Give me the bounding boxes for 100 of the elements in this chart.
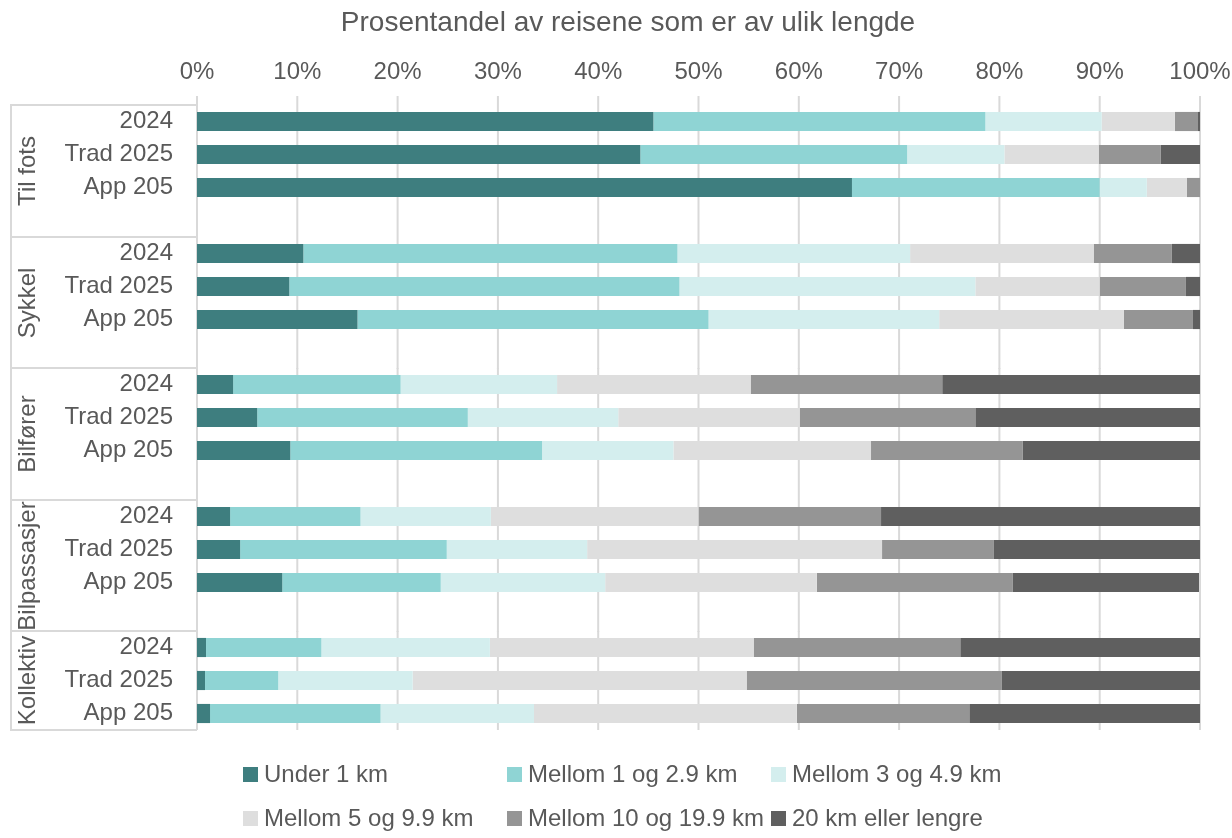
y-axis-title: Bilfører	[12, 395, 40, 473]
bar	[357, 309, 709, 330]
legend-label: Mellom 1 og 2.9 km	[528, 760, 738, 788]
x-tick-label: 90%	[1075, 57, 1124, 85]
bar	[197, 539, 241, 560]
bar	[233, 374, 401, 395]
bar	[1123, 309, 1193, 330]
bar	[278, 670, 413, 691]
bar	[1186, 177, 1200, 198]
y-tick-label: 2024	[119, 238, 173, 266]
legend-label: Mellom 5 og 9.9 km	[264, 804, 474, 832]
y-axis-title: Bilpassasjer	[12, 501, 40, 631]
bar	[206, 637, 322, 658]
bar	[1146, 177, 1187, 198]
bar	[1001, 670, 1200, 691]
y-tick-label: App 205	[83, 172, 173, 200]
bar	[871, 440, 1023, 461]
x-tick-label: 70%	[875, 57, 924, 85]
x-tick-label: 20%	[373, 57, 422, 85]
bar	[851, 177, 1100, 198]
bar	[197, 276, 290, 297]
bar	[677, 243, 911, 264]
bar	[640, 144, 908, 165]
bar	[282, 572, 441, 593]
bar	[1185, 276, 1200, 297]
legend-label: Mellom 10 og 19.9 km	[528, 804, 765, 832]
y-tick-label: Trad 2025	[64, 534, 173, 562]
bar	[446, 539, 588, 560]
bar	[197, 440, 291, 461]
bar	[289, 276, 680, 297]
chart-title: Prosentandel av reisene som er av ulik lengde	[340, 5, 916, 37]
bar	[360, 506, 491, 527]
x-tick-label: 60%	[774, 57, 823, 85]
x-tick-label: 10%	[273, 57, 322, 85]
y-axis-title: Til fots	[12, 136, 40, 206]
bar	[197, 243, 304, 264]
bar	[197, 309, 358, 330]
bar	[960, 637, 1200, 658]
bar	[1160, 144, 1200, 165]
bar	[799, 407, 976, 428]
y-tick-label: App 205	[83, 567, 173, 595]
y-tick-label: Trad 2025	[64, 665, 173, 693]
bar	[290, 440, 543, 461]
y-axis-title: Sykkel	[12, 267, 40, 339]
bar	[1099, 276, 1186, 297]
bar	[1004, 144, 1099, 165]
y-tick-label: Trad 2025	[64, 271, 173, 299]
bar	[942, 374, 1200, 395]
legend-label: Under 1 km	[264, 760, 389, 788]
bar	[1012, 572, 1199, 593]
legend-label: 20 km eller lengre	[792, 804, 983, 832]
y-tick-label: Trad 2025	[64, 402, 173, 430]
bar	[210, 703, 381, 724]
y-tick-label: 2024	[119, 106, 173, 134]
y-tick-label: 2024	[119, 632, 173, 660]
y-tick-label: 2024	[119, 369, 173, 397]
bar	[975, 407, 1200, 428]
bar	[197, 144, 641, 165]
bar	[1098, 144, 1161, 165]
x-tick-label: 0%	[179, 57, 215, 85]
bar	[197, 177, 852, 198]
y-axis-title: Kollektiv	[12, 635, 40, 726]
bar	[197, 670, 206, 691]
y-tick-label: App 205	[83, 698, 173, 726]
bar	[753, 637, 961, 658]
bar	[1174, 111, 1198, 132]
bar	[230, 506, 361, 527]
legend-label: Mellom 3 og 4.9 km	[792, 760, 1002, 788]
bar	[1192, 309, 1200, 330]
bar	[698, 506, 882, 527]
bar	[380, 703, 535, 724]
y-tick-label: 2024	[119, 501, 173, 529]
bar	[1093, 243, 1172, 264]
y-tick-label: Trad 2025	[64, 139, 173, 167]
bar	[882, 539, 994, 560]
bar	[750, 374, 943, 395]
bar	[881, 506, 1200, 527]
bar	[1099, 177, 1147, 198]
bar	[197, 374, 234, 395]
bar	[240, 539, 447, 560]
bar	[321, 637, 490, 658]
y-tick-label: App 205	[83, 304, 173, 332]
bar	[653, 111, 986, 132]
bar	[907, 144, 1005, 165]
bar	[542, 440, 674, 461]
bar	[303, 243, 678, 264]
y-tick-label: App 205	[83, 435, 173, 463]
bar	[985, 111, 1102, 132]
x-tick-label: 40%	[574, 57, 623, 85]
bar	[1101, 111, 1175, 132]
bar	[1171, 243, 1200, 264]
x-tick-label: 30%	[473, 57, 522, 85]
bar	[257, 407, 468, 428]
bar	[679, 276, 976, 297]
bar	[1197, 111, 1200, 132]
bar	[440, 572, 606, 593]
x-tick-label: 100%	[1169, 57, 1231, 85]
bar	[197, 407, 258, 428]
bar	[746, 670, 1002, 691]
bar	[197, 111, 654, 132]
